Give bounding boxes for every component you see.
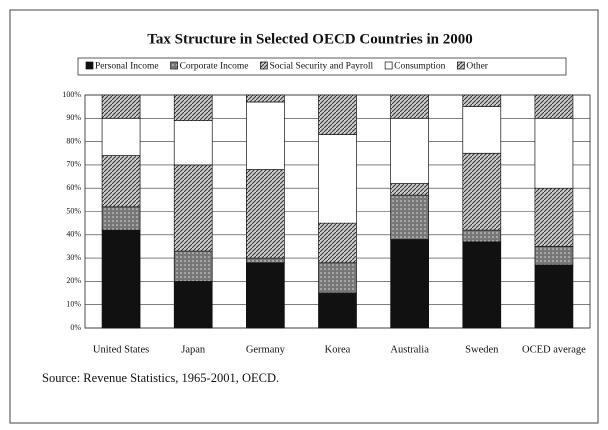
legend-box	[77, 57, 567, 76]
bar-segment	[246, 262, 285, 329]
bar-segment	[173, 164, 213, 252]
y-tick-label: 10%	[66, 300, 81, 309]
bar-segment	[534, 246, 574, 266]
bar-segment	[101, 117, 141, 156]
bar-segment	[390, 194, 429, 240]
legend-label: Other	[466, 62, 488, 72]
x-tick-label: Sweden	[465, 344, 499, 355]
y-tick-label: 60%	[66, 183, 81, 192]
x-tick-label: OCED average	[522, 344, 586, 355]
legend-label: Social Security and Payroll	[269, 62, 373, 72]
legend-swatch	[384, 61, 393, 70]
legend-swatch	[85, 61, 94, 70]
bar-segment	[318, 222, 357, 264]
y-tick-label: 40%	[66, 230, 81, 239]
bar-segment	[101, 94, 141, 119]
x-tick-label: Germany	[246, 344, 286, 355]
x-tick-label: United States	[93, 344, 149, 355]
y-tick-label: 0%	[70, 323, 81, 332]
bar-segment	[246, 94, 285, 103]
bar-segment	[101, 206, 141, 231]
bar-segment	[390, 117, 429, 184]
source-note: Source: Revenue Statistics, 1965-2001, O…	[42, 371, 279, 385]
y-tick-label: 80%	[66, 136, 81, 145]
bar-segment	[246, 101, 285, 170]
bar-segment	[534, 94, 574, 119]
legend-label: Consumption	[394, 62, 445, 72]
legend-label: Corporate Income	[180, 62, 249, 72]
legend-swatch	[456, 61, 465, 70]
bar-segment	[101, 155, 141, 208]
bar-segment	[534, 264, 574, 329]
bar-segment	[462, 106, 502, 154]
bar-segment	[173, 120, 213, 166]
bar-segment	[390, 183, 429, 196]
x-tick-label: Japan	[181, 344, 206, 355]
bar-segment	[390, 94, 429, 119]
legend-swatch	[170, 61, 178, 70]
bar-segment	[390, 239, 429, 329]
bar-segment	[462, 229, 502, 243]
y-tick-label: 20%	[66, 276, 81, 285]
legend-label: Personal Income	[95, 62, 159, 72]
frame	[9, 9, 599, 424]
bar-segment	[173, 250, 213, 282]
chart-title: Tax Structure in Selected OECD Countries…	[147, 31, 472, 47]
bar-segment	[462, 152, 502, 231]
y-tick-label: 50%	[66, 206, 81, 215]
bar-segment	[173, 94, 213, 121]
y-tick-label: 90%	[66, 113, 81, 122]
legend-swatch	[260, 61, 268, 70]
bar-segment	[534, 187, 574, 247]
bar-segment	[173, 281, 213, 329]
x-tick-label: Korea	[325, 344, 351, 355]
bar-segment	[318, 134, 357, 224]
bar-segment	[246, 257, 285, 264]
y-tick-label: 70%	[66, 160, 81, 169]
bar-segment	[318, 262, 357, 294]
bar-segment	[462, 94, 502, 107]
bar-segment	[318, 94, 357, 135]
bar-segment	[318, 292, 357, 329]
bar-segment	[462, 241, 502, 329]
bar-segment	[246, 169, 285, 259]
bar-segment	[534, 117, 574, 189]
y-tick-label: 30%	[66, 253, 81, 262]
y-tick-label: 100%	[62, 90, 81, 99]
x-tick-label: Australia	[390, 344, 429, 355]
bar-segment	[101, 229, 141, 329]
